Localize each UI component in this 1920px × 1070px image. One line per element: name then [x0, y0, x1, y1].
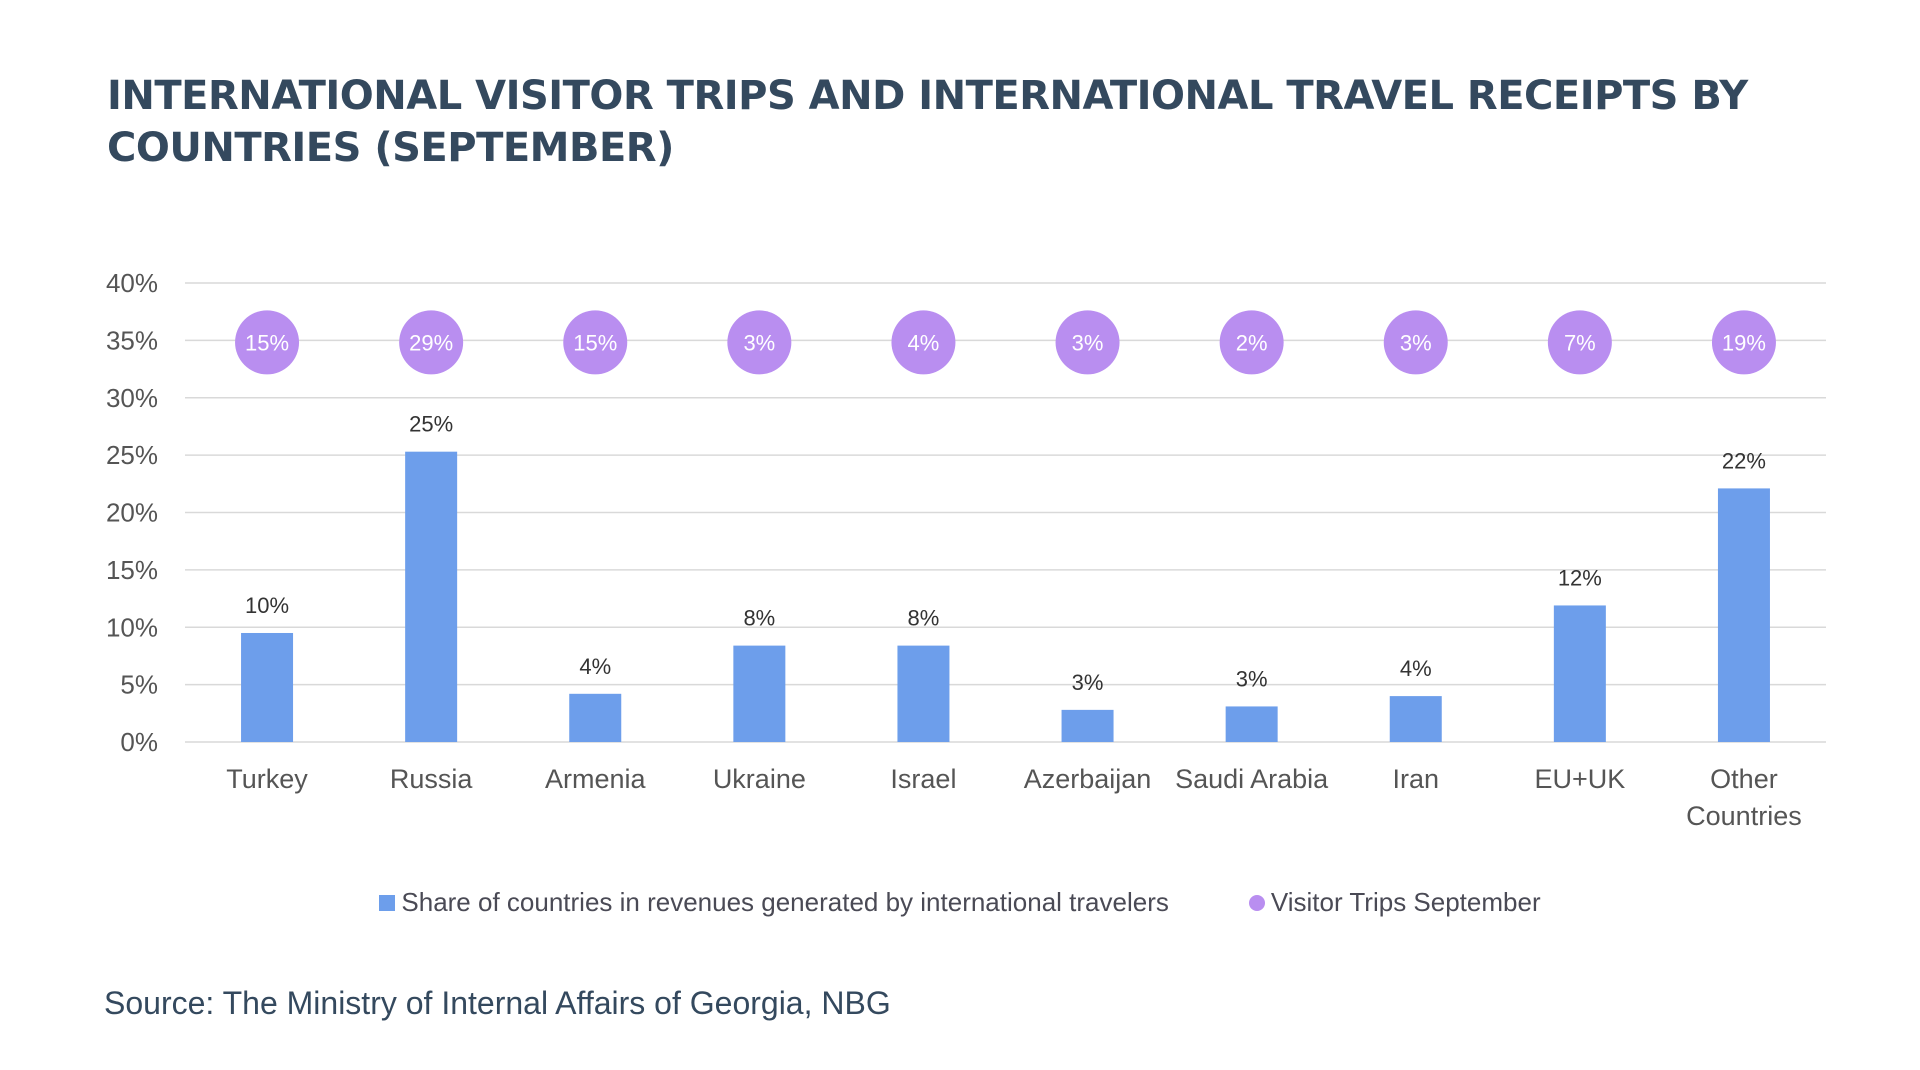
y-tick-label: 15%: [106, 555, 158, 585]
visitor-trips-bubble: [1547, 310, 1612, 375]
y-tick-label: 10%: [106, 612, 158, 642]
bar: [1389, 696, 1442, 742]
visitor-trips-bubble: [1711, 310, 1776, 375]
x-tick-label: Russia: [390, 764, 474, 794]
x-tick-label: EU+UK: [1534, 764, 1625, 794]
x-tick-label: Turkey: [226, 764, 308, 794]
bar-data-label: 8%: [908, 606, 940, 631]
visitor-trips-label: 29%: [409, 330, 453, 355]
bar: [897, 645, 950, 742]
legend-item-visitor-trips: Visitor Trips September: [1248, 887, 1541, 918]
legend-bar-swatch: [379, 894, 396, 911]
bar: [733, 645, 786, 742]
x-tick-label: Azerbaijan: [1024, 764, 1152, 794]
bar-data-label: 25%: [409, 412, 453, 437]
bar: [405, 451, 458, 742]
visitor-trips-label: 3%: [1072, 330, 1104, 355]
x-tick-label: Ukraine: [713, 764, 806, 794]
bar: [1717, 488, 1770, 742]
x-tick-label: Other: [1710, 764, 1778, 794]
visitor-trips-bubble: [1055, 310, 1120, 375]
bar-data-label: 3%: [1236, 666, 1268, 691]
visitor-trips-bubble: [399, 310, 464, 375]
bar-data-label: 4%: [1400, 656, 1432, 681]
y-tick-label: 30%: [106, 383, 158, 413]
visitor-trips-bubble: [727, 310, 792, 375]
bar: [241, 632, 294, 742]
visitor-trips-bubble: [235, 310, 300, 375]
legend: Share of countries in revenues generated…: [0, 887, 1920, 918]
legend-label-revenue: Share of countries in revenues generated…: [401, 887, 1169, 917]
bar: [1553, 605, 1606, 742]
bar-data-label: 22%: [1722, 448, 1766, 473]
visitor-trips-bubble: [1383, 310, 1448, 375]
visitor-trips-label: 3%: [743, 330, 775, 355]
visitor-trips-bubble: [1219, 310, 1284, 375]
legend-dot-swatch: [1248, 894, 1265, 911]
source-note: Source: The Ministry of Internal Affairs…: [104, 985, 891, 1021]
visitor-trips-label: 4%: [908, 330, 940, 355]
bar-data-label: 10%: [245, 593, 289, 618]
bar-data-label: 3%: [1072, 670, 1104, 695]
visitor-trips-bubble: [563, 310, 628, 375]
bar-data-label: 4%: [579, 654, 611, 679]
y-tick-label: 20%: [106, 498, 158, 528]
visitor-trips-label: 2%: [1236, 330, 1268, 355]
bar: [1225, 706, 1278, 742]
x-tick-label: Armenia: [545, 764, 647, 794]
legend-item-revenue: Share of countries in revenues generated…: [379, 887, 1169, 918]
bar: [569, 693, 622, 742]
y-tick-label: 35%: [106, 325, 158, 355]
x-tick-label: Countries: [1686, 801, 1802, 831]
bar-data-label: 8%: [743, 606, 775, 631]
y-tick-label: 25%: [106, 440, 158, 470]
chart-area: 0% 5% 10% 15% 20% 25% 30% 35% 40% 10% 25% 4% 8% 8% 3% 3…: [106, 268, 1826, 831]
chart-title: INTERNATIONAL VISITOR TRIPS AND INTERNAT…: [107, 73, 1748, 171]
visitor-trips-label: 3%: [1400, 330, 1432, 355]
y-tick-label: 0%: [120, 727, 158, 757]
visitor-trips-label: 19%: [1722, 330, 1766, 355]
visitor-trips-label: 7%: [1564, 330, 1596, 355]
legend-label-visitor-trips: Visitor Trips September: [1270, 887, 1541, 917]
bar-data-label: 12%: [1558, 565, 1602, 590]
y-tick-label: 40%: [106, 268, 158, 298]
x-tick-label: Iran: [1392, 764, 1439, 794]
visitor-trips-label: 15%: [245, 330, 289, 355]
bar: [1061, 709, 1114, 742]
visitor-trips-label: 15%: [573, 330, 617, 355]
x-tick-label: Israel: [890, 764, 956, 794]
visitor-trips-bubble: [891, 310, 956, 375]
x-tick-label: Saudi Arabia: [1175, 764, 1329, 794]
y-tick-label: 5%: [120, 670, 158, 700]
